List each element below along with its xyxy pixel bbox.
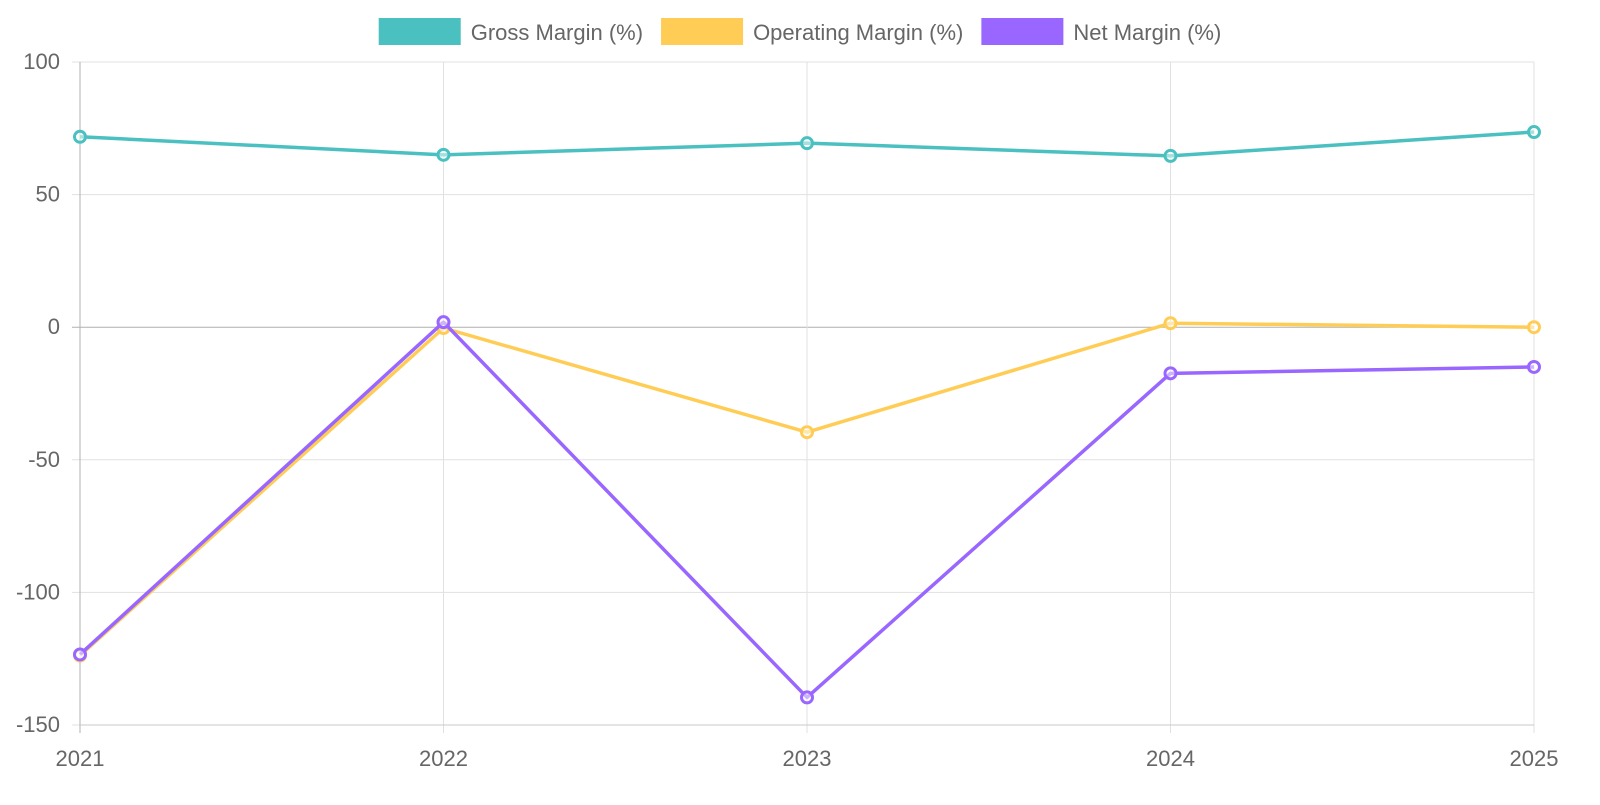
y-tick-label: -100	[16, 579, 60, 604]
legend-swatch	[378, 18, 461, 45]
x-tick-label: 2024	[1146, 746, 1195, 771]
x-tick-label: 2023	[783, 746, 832, 771]
data-point	[1527, 359, 1541, 374]
legend-label: Operating Margin (%)	[753, 20, 963, 45]
legend: Gross Margin (%) Operating Margin (%) Net …	[378, 18, 1221, 45]
axes: 100 50 0 -50 -100 -150 2021 2022 2023 2024 2025	[16, 49, 1559, 771]
series-gross-margin	[73, 125, 1541, 163]
data-point	[1163, 148, 1178, 163]
y-tick-label: 0	[48, 314, 60, 339]
legend-item[interactable]: Operating Margin (%)	[661, 18, 963, 45]
data-point	[800, 425, 814, 440]
legend-item[interactable]: Net Margin (%)	[981, 18, 1221, 45]
x-tick-label: 2022	[419, 746, 468, 771]
y-tick-label: -150	[16, 712, 60, 737]
data-point	[1527, 125, 1541, 140]
data-point	[1163, 366, 1178, 381]
x-tick-label: 2021	[56, 746, 105, 771]
legend-label: Gross Margin (%)	[471, 20, 643, 45]
data-point	[436, 147, 451, 162]
y-tick-label: 50	[36, 182, 60, 207]
data-point	[800, 690, 814, 705]
legend-label: Net Margin (%)	[1073, 20, 1221, 45]
y-tick-label: -50	[28, 447, 60, 472]
legend-swatch	[661, 18, 744, 45]
legend-swatch	[981, 18, 1064, 45]
data-point	[1163, 316, 1178, 331]
series-layer	[73, 125, 1541, 705]
legend-item[interactable]: Gross Margin (%)	[378, 18, 643, 45]
x-tick-label: 2025	[1510, 746, 1559, 771]
data-point	[73, 647, 87, 662]
data-point	[1527, 320, 1541, 335]
data-point	[436, 315, 451, 330]
data-point	[73, 129, 87, 144]
data-point	[800, 136, 814, 151]
grid	[72, 61, 1535, 733]
series-net-margin	[73, 315, 1541, 705]
y-tick-label: 100	[23, 49, 60, 74]
